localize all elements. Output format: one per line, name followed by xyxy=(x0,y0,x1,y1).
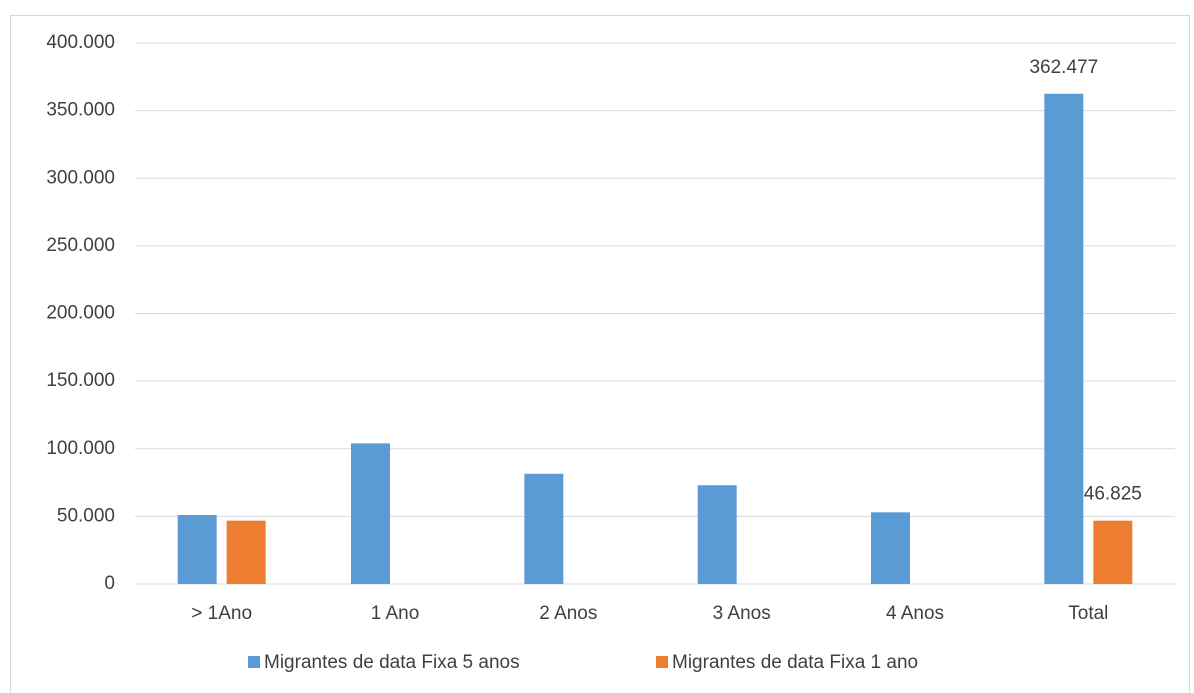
x-tick-label: > 1Ano xyxy=(191,603,252,624)
data-label: 46.825 xyxy=(1084,484,1142,505)
bar xyxy=(226,520,266,584)
x-tick-label: 4 Anos xyxy=(886,603,944,624)
x-tick-label: 2 Anos xyxy=(539,603,597,624)
y-tick-label: 250.000 xyxy=(46,235,115,256)
y-tick-label: 200.000 xyxy=(46,303,115,324)
y-tick-label: 50.000 xyxy=(57,505,115,526)
legend-label: Migrantes de data Fixa 5 anos xyxy=(264,652,520,673)
y-tick-label: 400.000 xyxy=(46,32,115,53)
chart-border xyxy=(10,15,1190,693)
bar xyxy=(177,515,217,584)
bar xyxy=(524,473,564,584)
legend-swatch xyxy=(656,656,668,668)
data-label: 362.477 xyxy=(1029,57,1098,78)
legend-swatch xyxy=(248,656,260,668)
bar xyxy=(871,512,910,584)
x-tick-label: 3 Anos xyxy=(713,603,771,624)
y-tick-label: 350.000 xyxy=(46,100,115,121)
bar xyxy=(697,485,737,584)
legend-label: Migrantes de data Fixa 1 ano xyxy=(672,652,918,673)
x-tick-label: Total xyxy=(1068,603,1108,624)
y-tick-label: 300.000 xyxy=(46,167,115,188)
y-tick-label: 100.000 xyxy=(46,438,115,459)
bar xyxy=(1093,520,1133,584)
bar xyxy=(351,443,390,584)
x-tick-label: 1 Ano xyxy=(371,603,420,624)
bar xyxy=(1044,93,1084,585)
y-tick-label: 0 xyxy=(104,573,115,594)
y-tick-label: 150.000 xyxy=(46,370,115,391)
